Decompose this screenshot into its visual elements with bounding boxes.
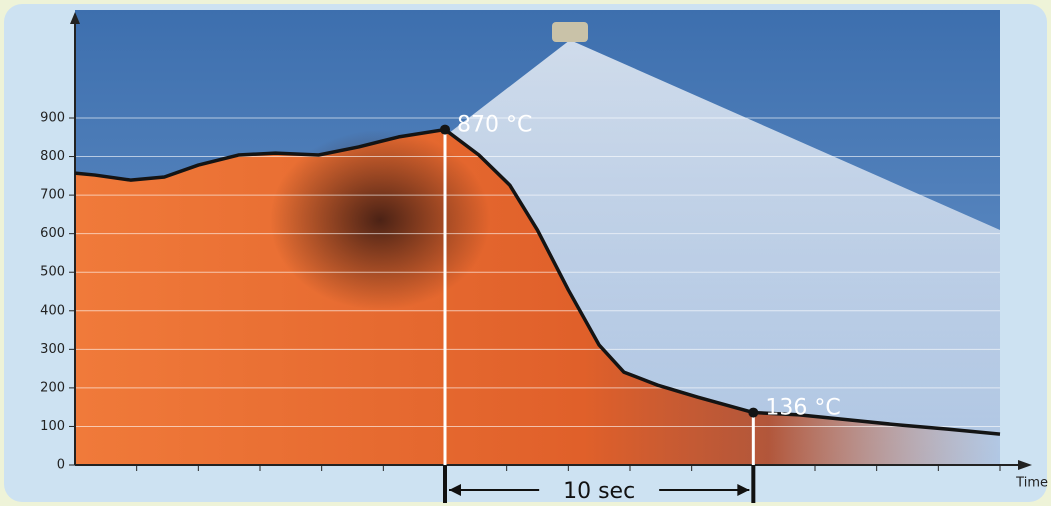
y-tick-label: 300 (40, 342, 65, 357)
span-arrowhead (449, 484, 461, 496)
y-tick-label: 100 (40, 419, 65, 434)
point-marker (748, 407, 759, 418)
span-label: 10 sec (563, 479, 635, 504)
y-tick-label: 700 (40, 188, 65, 203)
x-axis-arrow (1018, 460, 1032, 470)
y-tick-label: 0 (57, 458, 65, 473)
x-axis-label: Time (1015, 476, 1048, 491)
span-arrowhead (737, 484, 750, 496)
y-axis-arrow (70, 12, 80, 24)
point-marker (440, 124, 450, 135)
y-tick-label: 500 (40, 265, 65, 280)
nozzle (552, 22, 588, 42)
y-tick-label: 800 (40, 149, 65, 164)
smoke (270, 130, 490, 310)
annotation-label: 870 °C (457, 113, 532, 138)
y-tick-label: 200 (40, 380, 65, 395)
y-tick-label: 900 (40, 111, 65, 126)
y-tick-label: 600 (40, 226, 65, 241)
y-tick-label: 400 (40, 303, 65, 318)
temperature-line (74, 127, 1001, 436)
annotation-label: 136 °C (765, 396, 840, 421)
